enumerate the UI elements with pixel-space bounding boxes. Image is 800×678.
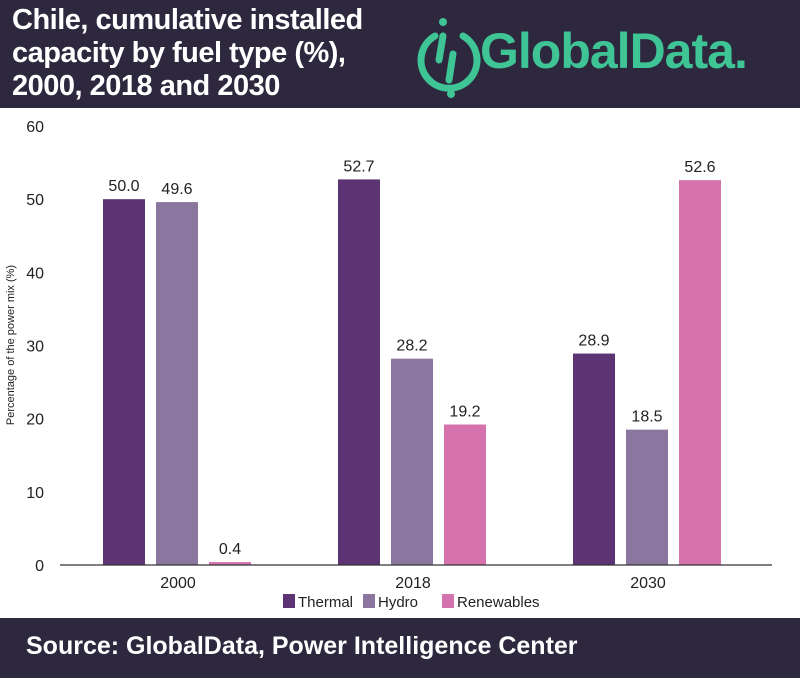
bar-renewables-2018	[444, 424, 486, 565]
x-tick-label: 2018	[395, 575, 431, 592]
logo-text: GlobalData.	[480, 23, 748, 79]
y-tick-label: 60	[26, 119, 44, 136]
data-label: 28.9	[578, 333, 609, 350]
legend-swatch-renewables	[442, 594, 454, 608]
data-label: 0.4	[219, 541, 241, 558]
y-tick-label: 10	[26, 485, 44, 502]
bar-hydro-2018	[391, 358, 433, 565]
bar-renewables-2000	[209, 562, 251, 565]
header: Chile, cumulative installed capacity by …	[0, 0, 800, 108]
bar-thermal-2030	[573, 353, 615, 565]
y-tick-label: 0	[35, 558, 44, 575]
data-label: 19.2	[449, 404, 480, 421]
legend-label: Thermal	[298, 594, 353, 611]
bar-renewables-2030	[679, 180, 721, 566]
legend-label: Renewables	[457, 594, 540, 611]
x-tick-label: 2000	[160, 575, 196, 592]
legend-swatch-hydro	[363, 594, 375, 608]
bar-hydro-2030	[626, 429, 668, 565]
legend-label: Hydro	[378, 594, 418, 611]
data-label: 18.5	[631, 409, 662, 426]
source-text: Source: GlobalData, Power Intelligence C…	[26, 632, 578, 660]
bar-chart: Percentage of the power mix (%) 01020304…	[5, 119, 772, 611]
bar-thermal-2018	[338, 179, 380, 565]
data-label: 49.6	[161, 181, 192, 198]
data-label: 52.6	[684, 159, 715, 176]
legend-swatch-thermal	[283, 594, 295, 608]
data-label: 28.2	[396, 338, 427, 355]
x-tick-label: 2030	[630, 575, 666, 592]
y-tick-label: 20	[26, 412, 44, 429]
data-label: 52.7	[343, 158, 374, 175]
y-tick-label: 40	[26, 265, 44, 282]
data-label: 50.0	[108, 178, 139, 195]
y-tick-label: 30	[26, 339, 44, 356]
y-axis-label: Percentage of the power mix (%)	[5, 265, 17, 425]
y-tick-label: 50	[26, 192, 44, 209]
footer: Source: GlobalData, Power Intelligence C…	[0, 618, 800, 678]
globaldata-logo-icon	[417, 18, 481, 98]
chart-title: Chile, cumulative installed capacity by …	[12, 4, 363, 102]
bar-thermal-2000	[103, 199, 145, 565]
bar-hydro-2000	[156, 202, 198, 566]
